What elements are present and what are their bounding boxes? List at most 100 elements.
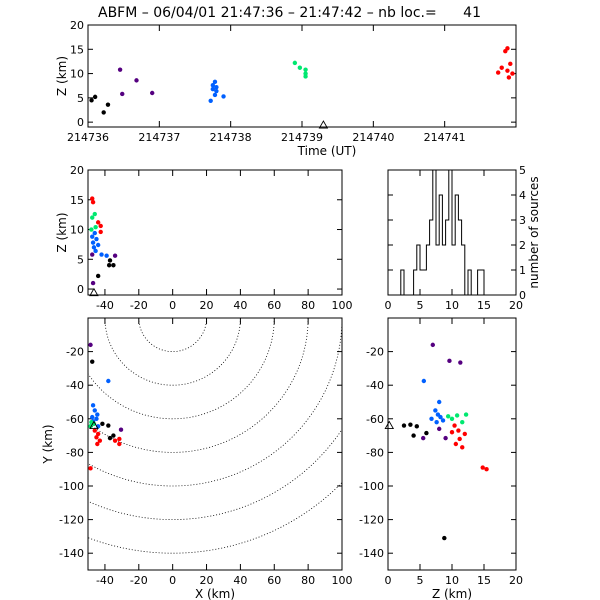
station-marker [384,420,395,429]
y-tick-label: 15 [70,43,84,56]
source-point [97,438,103,443]
x-tick-label: 40 [233,299,247,312]
source-point [508,61,513,67]
source-point [401,423,407,428]
plot-frame [87,317,343,571]
source-point [458,360,463,365]
source-point [208,98,213,103]
source-point [510,71,515,76]
source-point [454,413,460,418]
source-point [499,65,504,70]
source-point [95,412,100,417]
source-point [90,215,95,220]
x-height-panel: -40 -20 0 20 40 60 80 100 0 5 10 15 20 Z (km) [55,164,353,312]
source-point [414,424,419,429]
source-point [90,240,96,245]
source-point [95,441,100,447]
plan-view-panel: -40 -20 0 20 40 60 80 100 -20 -40 -60 -80 -100 -120 -1… [41,317,353,600]
source-point [106,378,111,384]
station-marker [89,287,99,297]
source-point [303,67,308,72]
x-tick-label: 0 [169,299,176,312]
source-point [95,273,101,279]
source-point [453,441,459,447]
source-point [505,46,510,51]
source-point [107,258,113,263]
plot-frame [387,317,517,571]
source-point [449,430,455,435]
x-axis-label: X (km) [195,587,235,600]
y-tick-label: 0 [77,283,84,296]
source-point [463,412,469,417]
z-plan-panel: 0 5 10 15 20 -20 -40 -60 -80 -100 -120 -140 Z (km) [359,317,523,600]
x-tick-label: 0 [385,574,392,587]
source-point [90,252,95,257]
y-axis-label: Z (km) [55,56,69,96]
source-point [434,419,439,425]
source-point [297,65,303,70]
y-tick-label: -60 [66,413,84,426]
source-point [98,223,103,229]
title-start-time: 21:47:36 [221,5,284,21]
y-tick-label: 3 [519,214,526,227]
x-tick-label: -20 [130,299,148,312]
source-point [88,466,93,471]
range-ring [88,318,342,487]
source-point [106,423,111,428]
histogram-steps [400,169,488,296]
source-point [303,74,308,79]
x-tick-label: 40 [233,574,247,587]
source-point [506,75,512,80]
source-point [90,280,96,286]
y-axis-label: Z (km) [55,212,69,252]
x-axis-label: Time (UT) [297,144,357,158]
source-point [89,98,94,103]
y-tick-label: 10 [70,68,84,81]
source-point [411,433,416,438]
y-tick-label: 10 [70,224,84,237]
source-point [292,60,298,66]
source-point [495,70,501,75]
source-point [111,263,116,268]
source-point [437,399,442,405]
source-point [210,86,216,92]
range-ring [104,318,241,386]
source-point [92,230,97,236]
x-axis-label: Z (km) [432,587,472,600]
y-tick-label: -40 [366,379,384,392]
x-tick-label: 214741 [424,131,466,144]
source-point [107,435,113,441]
y-tick-label: 2 [519,239,526,252]
source-point [117,67,123,72]
x-tick-label: 20 [509,299,523,312]
title-separator: – [142,5,153,21]
x-tick-label: 100 [332,299,353,312]
y-tick-label: -80 [366,446,384,459]
source-point [460,419,465,425]
x-tick-label: 80 [301,299,315,312]
source-point [98,229,103,235]
y-tick-label: -120 [59,514,84,527]
x-tick-label: -40 [96,299,114,312]
source-point [214,84,219,90]
source-point [210,83,216,88]
source-point [88,342,93,348]
source-point [452,423,457,428]
x-tick-label: 214740 [352,131,394,144]
title-nb-value: 41 [463,5,481,21]
source-point [433,408,438,413]
figure-title: ABFM – 06/04/01 21:47:36 – 21:47:42 – nb… [98,5,481,21]
source-point [445,414,451,419]
source-point [117,441,122,447]
y-tick-label: 5 [519,164,526,177]
source-point [93,248,98,254]
x-tick-label: -40 [96,574,114,587]
y-tick-label: -140 [59,547,84,560]
title-dash: – [288,5,299,21]
source-point [443,435,448,441]
title-dash: – [367,5,378,21]
source-point [101,110,106,115]
source-point [484,467,489,472]
source-point [117,436,122,442]
